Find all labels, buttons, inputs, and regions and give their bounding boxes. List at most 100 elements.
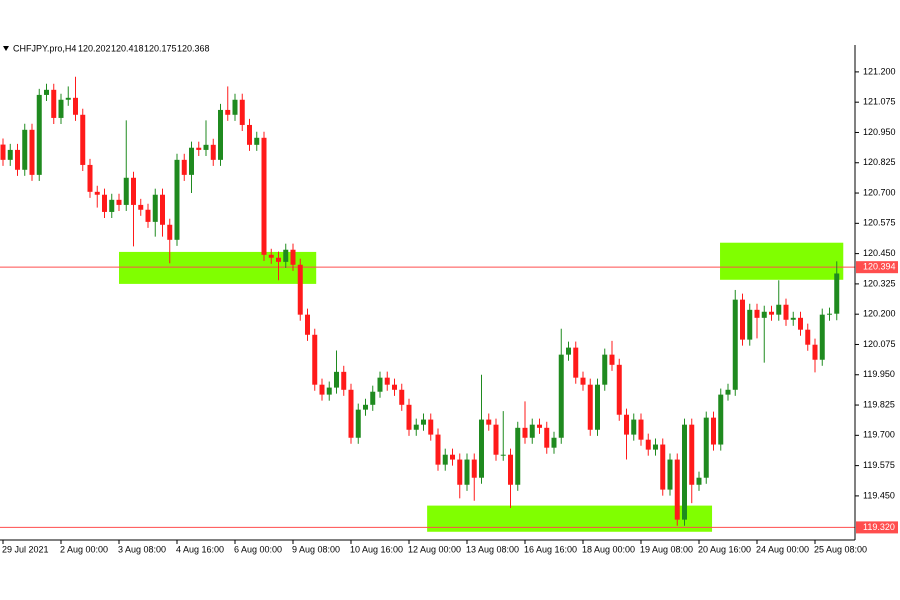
candle-body — [210, 144, 216, 160]
candle-body — [515, 427, 521, 485]
candle-body — [435, 434, 441, 465]
ohlc-open: 120.202 — [78, 43, 111, 53]
candle-body — [152, 194, 158, 222]
candle-body — [247, 124, 252, 145]
candle-body — [471, 459, 477, 478]
candle-body — [87, 164, 93, 192]
candle-body — [36, 94, 42, 175]
candle-body — [44, 89, 49, 95]
candle-body — [798, 317, 803, 330]
candle-body — [812, 344, 818, 360]
candle-body — [580, 377, 586, 385]
candle-body — [384, 377, 390, 385]
candle-body — [203, 144, 209, 150]
candle-body — [682, 424, 687, 520]
candle-body — [123, 177, 129, 205]
candle-body — [631, 419, 637, 435]
x-tick-label: 13 Aug 08:00 — [466, 544, 519, 554]
candle-body — [138, 204, 144, 210]
candle-body — [805, 329, 811, 345]
candle-body — [377, 377, 383, 392]
candle-body — [348, 389, 354, 438]
candle-body — [544, 427, 550, 448]
candle-body — [413, 424, 419, 430]
y-tick-label: 120.200 — [863, 309, 896, 319]
candle-body — [145, 209, 151, 222]
candle-body — [827, 313, 832, 315]
candle-body — [754, 309, 760, 318]
y-tick-label: 119.575 — [863, 460, 895, 470]
x-tick-label: 19 Aug 08:00 — [640, 544, 693, 554]
candle-body — [522, 427, 528, 438]
price-badge — [856, 261, 898, 274]
y-tick-label: 120.575 — [863, 218, 896, 228]
candle-body — [312, 334, 318, 385]
candle-body — [421, 419, 426, 425]
y-tick-label: 120.325 — [863, 278, 896, 288]
candle-body — [167, 224, 173, 240]
candle-body — [290, 249, 296, 265]
candle-body — [254, 137, 260, 145]
candle-body — [667, 459, 673, 490]
candle-body — [341, 371, 347, 390]
candle-body — [392, 384, 397, 390]
y-tick-label: 120.700 — [863, 187, 896, 197]
candle-body — [189, 147, 194, 175]
y-tick-label: 121.200 — [863, 66, 896, 76]
candle-body — [660, 444, 666, 490]
header-arrow — [3, 46, 9, 51]
y-tick-label: 119.700 — [863, 430, 895, 440]
y-tick-label: 119.950 — [863, 369, 895, 379]
candle-body — [80, 114, 86, 165]
candle-body — [834, 273, 840, 314]
candle-body — [7, 149, 13, 160]
candle-body — [160, 194, 165, 225]
candle-body — [819, 314, 825, 360]
candle-body — [674, 459, 680, 520]
candle-body — [319, 384, 325, 395]
candle-body — [326, 387, 332, 395]
candle-body — [181, 159, 187, 175]
candle-body — [537, 424, 542, 428]
x-tick-label: 18 Aug 00:00 — [582, 544, 635, 554]
candle-body — [645, 439, 651, 450]
y-tick-label: 119.450 — [863, 490, 895, 500]
x-tick-label: 4 Aug 16:00 — [176, 544, 224, 554]
x-tick-label: 2 Aug 00:00 — [60, 544, 108, 554]
candle-body — [29, 129, 35, 175]
candle-body — [15, 149, 20, 170]
x-tick-label: 20 Aug 16:00 — [698, 544, 751, 554]
chart-title: CHFJPY.pro,H4 — [13, 43, 76, 53]
candle-body — [131, 177, 136, 205]
candle-body — [573, 347, 579, 378]
candle-body — [711, 417, 716, 445]
price-badge-label: 119.320 — [863, 522, 895, 532]
y-tick-label: 119.825 — [863, 399, 895, 409]
candle-body — [653, 444, 658, 450]
candle-body — [609, 354, 615, 365]
y-tick-label: 121.075 — [863, 97, 896, 107]
x-tick-label: 24 Aug 00:00 — [756, 544, 809, 554]
x-tick-label: 3 Aug 08:00 — [118, 544, 166, 554]
candle-body — [428, 419, 434, 435]
candle-body — [174, 159, 180, 240]
candle-body — [696, 477, 702, 485]
candle-body — [479, 419, 484, 478]
candle-body — [783, 304, 789, 320]
candle-body — [239, 99, 245, 125]
candle-body — [370, 391, 376, 405]
candle-body — [725, 389, 731, 395]
y-tick-label: 120.075 — [863, 339, 896, 349]
candle-body — [276, 257, 281, 262]
y-tick-label: 120.950 — [863, 127, 896, 137]
candle-body — [225, 109, 231, 115]
candle-body — [769, 311, 774, 315]
candle-body — [464, 459, 470, 485]
candle-body — [493, 424, 499, 455]
candle-body — [595, 384, 600, 430]
candle-body — [566, 347, 571, 355]
candle-body — [406, 404, 412, 430]
ohlc-low: 120.175 — [144, 43, 177, 53]
x-tick-label: 10 Aug 16:00 — [350, 544, 403, 554]
x-tick-label: 29 Jul 2021 — [2, 544, 49, 554]
